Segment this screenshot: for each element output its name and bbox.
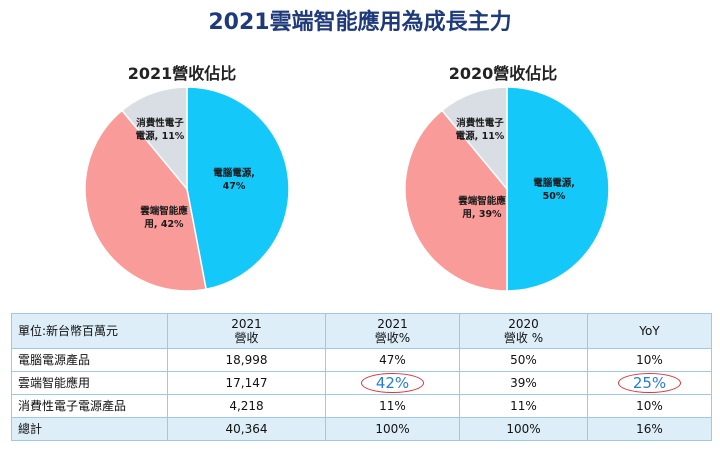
header-yoy: YoY — [587, 313, 712, 349]
pct-2020-cell: 50% — [459, 348, 588, 372]
pie-2020-title: 2020營收佔比 — [448, 64, 558, 83]
slice-label: 雲端智能應 — [140, 205, 188, 217]
pie-slice — [404, 109, 508, 292]
row-label: 雲端智能應用 — [11, 371, 168, 395]
yoy-cell: 10% — [587, 348, 712, 372]
slice-value-label: 用, 39% — [461, 209, 502, 220]
row-label: 總計 — [11, 417, 168, 441]
slice-value-label: 電源, 11% — [136, 130, 185, 142]
slice-label: 電腦電源, — [533, 177, 575, 189]
pct-2021-cell: 100% — [325, 417, 460, 441]
revenue-table: 單位:新台幣百萬元 2021 營收 2021 營收% 2020 營收 % YoY 電腦… — [11, 313, 712, 441]
yoy-cell: 25% — [587, 371, 712, 395]
header-pct-2020: 2020 營收 % — [459, 313, 588, 349]
slice-value-label: 用, 42% — [143, 219, 184, 230]
row-label: 電腦電源產品 — [11, 348, 168, 372]
slice-label: 消費性電子 — [456, 117, 504, 129]
pie-slice — [84, 109, 207, 292]
unit-label: 單位:新台幣百萬元 — [11, 313, 168, 349]
pie-chart-2021: 電腦電源, 47% 雲端智能應用, 42% 消費性電子電源, 11% — [84, 86, 290, 292]
slice-label: 電腦電源, — [213, 167, 255, 179]
header-pct-2021: 2021 營收% — [325, 313, 460, 349]
pct-2020-cell: 100% — [459, 417, 588, 441]
pie-2021-title: 2021營收佔比 — [127, 64, 237, 83]
pie-chart-2020: 電腦電源, 50% 雲端智能應用, 39% 消費性電子電源, 11% — [404, 86, 610, 292]
rev-2021-cell: 17,147 — [167, 371, 326, 395]
row-label: 消費性電子電源產品 — [11, 394, 168, 418]
pie-slice — [120, 86, 188, 192]
pct-2021-cell: 47% — [325, 348, 460, 372]
pct-2020-cell: 11% — [459, 394, 588, 418]
pct-2020-cell: 39% — [459, 371, 588, 395]
yoy-cell: 16% — [587, 417, 712, 441]
rev-2021-cell: 40,364 — [167, 417, 326, 441]
pct-2021-cell: 11% — [325, 394, 460, 418]
pie-slice — [506, 86, 610, 292]
pct-2021-cell: 42% — [325, 371, 460, 395]
rev-2021-cell: 4,218 — [167, 394, 326, 418]
pie-slice — [186, 86, 290, 291]
yoy-cell: 10% — [587, 394, 712, 418]
slice-label: 消費性電子 — [136, 117, 184, 129]
table-header-row: 單位:新台幣百萬元 2021 營收 2021 營收% 2020 營收 % YoY — [11, 313, 712, 349]
slice-value-label: 電源, 11% — [456, 130, 505, 142]
slice-label: 雲端智能應 — [458, 195, 506, 207]
total-row: 總計 40,364 100% 100% 16% — [11, 417, 712, 441]
slice-value-label: 50% — [543, 191, 566, 202]
slice-value-label: 47% — [223, 181, 246, 192]
table-row: 消費性電子電源產品 4,218 11% 11% 10% — [11, 394, 712, 418]
highlight-circle: 25% — [617, 373, 682, 393]
pie-slice — [440, 86, 508, 192]
table-row: 雲端智能應用 17,147 42% 39% 25% — [11, 371, 712, 395]
table-row: 電腦電源產品 18,998 47% 50% 10% — [11, 348, 712, 372]
header-rev-2021: 2021 營收 — [167, 313, 326, 349]
page-title: 2021雲端智能應用為成長主力 — [208, 10, 512, 35]
highlight-circle: 42% — [360, 373, 425, 393]
rev-2021-cell: 18,998 — [167, 348, 326, 372]
